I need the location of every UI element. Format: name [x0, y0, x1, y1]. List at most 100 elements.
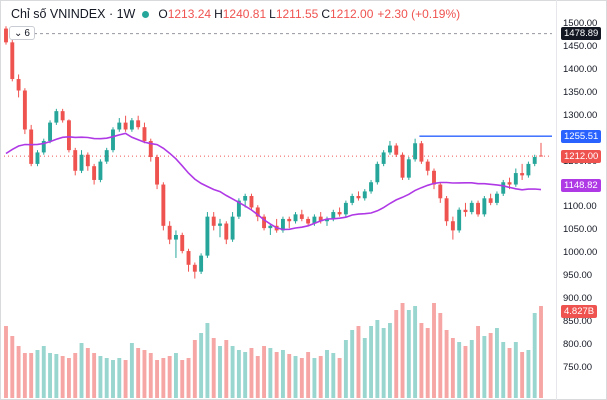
candle-body — [413, 143, 418, 160]
candle-body — [186, 251, 191, 265]
candle-body — [192, 264, 197, 272]
price-axis-tick: 950.00 — [563, 270, 593, 282]
candle-body — [255, 207, 260, 217]
candle-body — [362, 191, 367, 199]
candle-body — [350, 196, 355, 203]
volume-bar — [211, 338, 216, 398]
volume-bar — [476, 326, 481, 398]
volume-bar — [488, 333, 493, 398]
candle-body — [148, 140, 153, 158]
volume-bar — [413, 306, 418, 398]
low-value: 1211.55 — [275, 7, 319, 21]
ma-label: 1148.82 — [561, 178, 601, 192]
candle-body — [325, 218, 329, 222]
low-label: L — [269, 7, 276, 21]
open-label: O — [158, 7, 168, 21]
volume-bar — [73, 353, 78, 398]
candle-body — [287, 218, 292, 222]
volume-bar — [507, 348, 512, 398]
candle-body — [54, 111, 59, 123]
candle-body — [199, 255, 204, 272]
candle-body — [532, 157, 537, 164]
price-axis-tick: 1400.00 — [563, 63, 598, 75]
volume-bar — [419, 323, 424, 398]
candle-body — [400, 154, 405, 178]
market-status-dot — [142, 10, 150, 18]
volume-bar — [400, 303, 405, 398]
indicator-collapse-button[interactable]: ⌄ 6 — [9, 26, 35, 40]
volume-bar — [249, 348, 254, 398]
symbol-title[interactable]: Chỉ số VNINDEX · 1W — [11, 7, 136, 21]
candle-body — [457, 209, 462, 231]
volume-label: 4.827B — [561, 305, 598, 318]
volume-bar — [482, 336, 487, 398]
volume-bar — [199, 333, 204, 398]
volume-bar — [520, 352, 525, 398]
volume-bar — [532, 313, 537, 398]
volume-bar — [262, 346, 267, 398]
candle-body — [280, 218, 285, 231]
candle-body — [180, 234, 185, 252]
volume-bar — [318, 356, 323, 398]
candle-body — [337, 212, 342, 215]
volume-bar — [205, 323, 210, 398]
volume-bar — [155, 360, 160, 398]
volume-bar — [463, 346, 468, 398]
price-axis-tick: 1050.00 — [563, 224, 598, 236]
volume-bar — [343, 340, 348, 398]
candle-body — [117, 122, 122, 130]
price-axis-tick: 750.00 — [563, 362, 593, 373]
candle-body — [450, 221, 455, 231]
volume-bar — [280, 350, 285, 398]
candle-body — [375, 163, 380, 183]
volume-bar — [230, 346, 235, 398]
volume-bar — [362, 338, 367, 398]
candle-body — [406, 159, 411, 178]
candle-body — [306, 218, 311, 224]
close-value: 1212.00 — [330, 7, 374, 21]
candle-body — [494, 193, 499, 203]
candle-body — [79, 154, 84, 171]
volume-bar — [450, 338, 455, 398]
volume-bar — [526, 350, 531, 398]
volume-bar — [469, 340, 474, 398]
volume-bar — [35, 350, 40, 398]
volume-bar — [22, 353, 27, 398]
candle-body — [507, 182, 512, 185]
volume-bar — [123, 360, 128, 398]
candle-body — [463, 209, 468, 213]
volume-bar — [136, 348, 141, 398]
price-axis-tick: 850.00 — [563, 316, 593, 328]
candle-body — [432, 170, 436, 185]
price-axis-tick: 1350.00 — [563, 86, 598, 98]
volume-bar — [293, 356, 298, 398]
candle-body — [381, 152, 386, 164]
price-axis-tick: 1300.00 — [563, 109, 598, 121]
candle-body — [224, 223, 229, 240]
price-axis-tick: 900.00 — [563, 293, 593, 305]
close-label: C — [321, 7, 330, 21]
volume-bar — [331, 353, 336, 398]
candle-body — [98, 161, 103, 180]
candle-body — [230, 216, 235, 240]
volume-bar — [325, 350, 329, 398]
price-axis-tick: 1500.00 — [563, 18, 598, 29]
high-value: 1240.81 — [222, 7, 267, 21]
volume-bar — [111, 360, 115, 398]
candle-body — [167, 225, 172, 240]
candle-body — [85, 154, 90, 167]
volume-bar — [299, 358, 304, 398]
candle-body — [262, 216, 267, 229]
moving-average-line — [5, 132, 542, 231]
high-line-label: 1478.89 — [561, 27, 602, 41]
chevron-down-icon: ⌄ — [14, 27, 23, 39]
volume-bar — [494, 328, 499, 398]
volume-bar — [41, 346, 46, 398]
candle-body — [331, 212, 336, 219]
volume-bar — [425, 328, 430, 398]
resistance-label: 1255.51 — [561, 129, 602, 143]
candle-body — [92, 166, 97, 180]
volume-bar — [85, 348, 90, 398]
candle-body — [293, 214, 298, 222]
